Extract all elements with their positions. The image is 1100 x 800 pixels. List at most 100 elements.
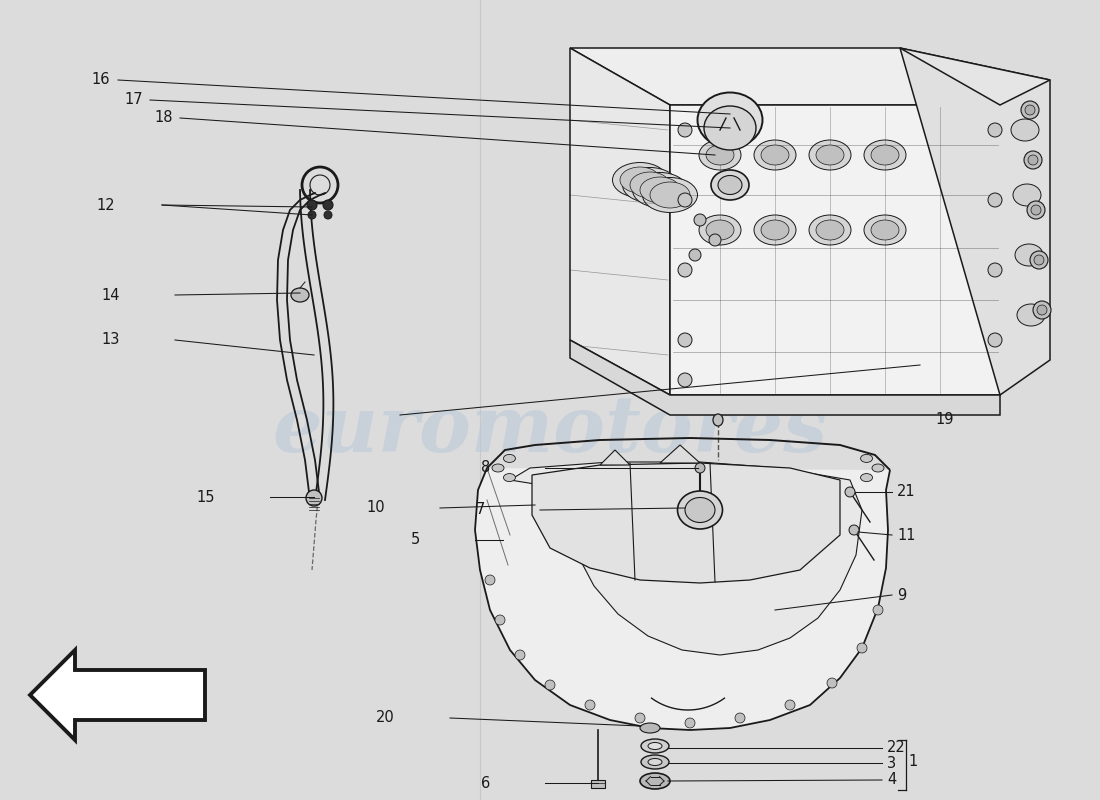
Ellipse shape <box>641 755 669 769</box>
Ellipse shape <box>650 182 690 208</box>
Text: 21: 21 <box>896 485 915 499</box>
Circle shape <box>1025 105 1035 115</box>
Text: 18: 18 <box>154 110 173 126</box>
Ellipse shape <box>864 140 906 170</box>
Circle shape <box>988 123 1002 137</box>
Ellipse shape <box>292 288 309 302</box>
Ellipse shape <box>648 742 662 750</box>
Polygon shape <box>30 650 205 740</box>
Polygon shape <box>900 48 1050 105</box>
Ellipse shape <box>864 215 906 245</box>
Text: 15: 15 <box>197 490 215 505</box>
Polygon shape <box>570 48 1000 105</box>
Ellipse shape <box>718 175 743 194</box>
Circle shape <box>827 678 837 688</box>
Polygon shape <box>670 105 1000 395</box>
Text: 14: 14 <box>101 287 120 302</box>
Ellipse shape <box>648 758 662 766</box>
Ellipse shape <box>642 178 697 213</box>
Circle shape <box>988 263 1002 277</box>
Ellipse shape <box>641 739 669 753</box>
Circle shape <box>873 605 883 615</box>
Ellipse shape <box>872 464 884 472</box>
Ellipse shape <box>640 723 660 733</box>
Bar <box>591 780 605 788</box>
Text: 9: 9 <box>896 587 906 602</box>
Circle shape <box>710 234 720 246</box>
Ellipse shape <box>630 172 670 198</box>
Ellipse shape <box>808 140 851 170</box>
Circle shape <box>785 700 795 710</box>
Text: 20: 20 <box>376 710 395 726</box>
Ellipse shape <box>620 167 660 193</box>
Circle shape <box>306 490 322 506</box>
Ellipse shape <box>1013 184 1041 206</box>
Circle shape <box>1027 201 1045 219</box>
Circle shape <box>495 615 505 625</box>
Text: 4: 4 <box>887 773 896 787</box>
Ellipse shape <box>685 498 715 522</box>
Polygon shape <box>900 48 1050 395</box>
Polygon shape <box>660 445 700 463</box>
Text: 13: 13 <box>101 333 120 347</box>
Ellipse shape <box>706 145 734 165</box>
Circle shape <box>678 123 692 137</box>
Circle shape <box>988 333 1002 347</box>
Text: 17: 17 <box>124 93 143 107</box>
Ellipse shape <box>860 454 872 462</box>
Ellipse shape <box>640 773 670 789</box>
Circle shape <box>845 487 855 497</box>
Circle shape <box>307 200 317 210</box>
Ellipse shape <box>640 177 680 203</box>
Polygon shape <box>570 340 1000 415</box>
Text: 11: 11 <box>896 527 915 542</box>
Text: 3: 3 <box>887 755 896 770</box>
Circle shape <box>695 463 705 473</box>
Circle shape <box>1034 255 1044 265</box>
Circle shape <box>988 193 1002 207</box>
Ellipse shape <box>816 220 844 240</box>
Ellipse shape <box>711 170 749 200</box>
Ellipse shape <box>860 474 872 482</box>
Circle shape <box>1033 301 1050 319</box>
Ellipse shape <box>871 145 899 165</box>
Circle shape <box>678 373 692 387</box>
Circle shape <box>857 643 867 653</box>
Ellipse shape <box>761 145 789 165</box>
Circle shape <box>1031 205 1041 215</box>
Text: 19: 19 <box>935 413 954 427</box>
Circle shape <box>308 211 316 219</box>
Ellipse shape <box>698 215 741 245</box>
Text: 10: 10 <box>366 501 385 515</box>
Ellipse shape <box>713 414 723 426</box>
Ellipse shape <box>808 215 851 245</box>
Ellipse shape <box>492 464 504 472</box>
Circle shape <box>485 575 495 585</box>
Ellipse shape <box>706 220 734 240</box>
Circle shape <box>685 718 695 728</box>
Text: euromotores: euromotores <box>273 392 827 468</box>
Text: 1: 1 <box>908 754 917 770</box>
Circle shape <box>324 211 332 219</box>
Ellipse shape <box>754 215 796 245</box>
Circle shape <box>1024 151 1042 169</box>
Ellipse shape <box>871 220 899 240</box>
Ellipse shape <box>504 474 516 482</box>
Ellipse shape <box>697 93 762 147</box>
Ellipse shape <box>1011 119 1040 141</box>
Circle shape <box>1028 155 1038 165</box>
Circle shape <box>694 214 706 226</box>
Text: 16: 16 <box>91 73 110 87</box>
Text: 8: 8 <box>481 461 490 475</box>
Text: 22: 22 <box>887 741 905 755</box>
Circle shape <box>735 713 745 723</box>
Polygon shape <box>532 463 840 583</box>
Ellipse shape <box>623 167 678 202</box>
Circle shape <box>689 249 701 261</box>
Circle shape <box>635 713 645 723</box>
Circle shape <box>1021 101 1040 119</box>
Ellipse shape <box>1015 244 1043 266</box>
Circle shape <box>544 680 556 690</box>
Ellipse shape <box>704 106 756 150</box>
Ellipse shape <box>698 140 741 170</box>
